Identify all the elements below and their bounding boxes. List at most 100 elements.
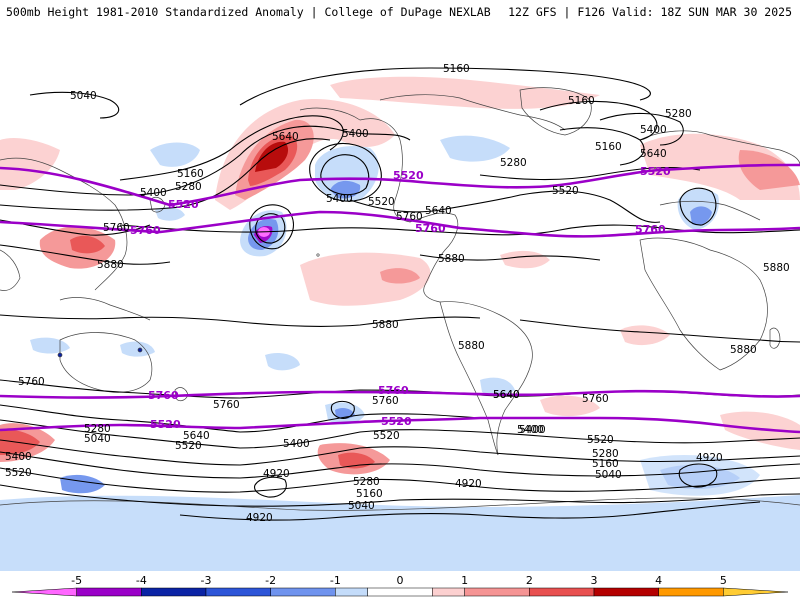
contour-5400-s — [0, 439, 800, 466]
contour-5520-np — [0, 138, 331, 211]
coastline-india — [0, 249, 21, 291]
coastline-island-1 — [57, 352, 63, 358]
anomaly-positive-africa — [620, 325, 670, 346]
anomaly-negative-south-7 — [120, 341, 155, 357]
clim-5520-north — [0, 163, 800, 207]
coastline-greenland — [519, 87, 592, 136]
contour-label: 5160 — [595, 141, 622, 153]
clim-label: 5520 — [393, 169, 424, 182]
contour-4920-s — [179, 501, 761, 521]
anomaly-negative-antarctic — [0, 495, 800, 571]
contour-label: 5760 — [372, 395, 399, 407]
contour-label: 5160 — [443, 63, 470, 75]
contour-label: 5280 — [353, 476, 380, 488]
contour-5280-s — [0, 451, 800, 479]
anomaly-positive-atlantic — [500, 250, 550, 269]
contour-5280-np — [119, 115, 344, 181]
anomaly-negative-ne-pacific — [315, 145, 379, 202]
contour-label: 5520 — [175, 440, 202, 452]
contour-label: 5760 — [103, 222, 130, 234]
colorbar-bin — [367, 587, 433, 597]
clim-label: 5760 — [148, 389, 179, 402]
contour-label: 5280 — [665, 108, 692, 120]
coastline-australia — [59, 332, 153, 393]
contour-label: 5640 — [272, 131, 299, 143]
clim-label: 5760 — [130, 224, 161, 237]
contour-5040 — [29, 91, 120, 119]
contour-label: 5160 — [177, 168, 204, 180]
contour-label: 5400 — [326, 193, 353, 205]
contour-label: 5520 — [5, 467, 32, 479]
colorbar-tick-label: -5 — [71, 574, 82, 587]
contour-5160-s — [0, 467, 800, 493]
contour-5880-atl — [419, 254, 601, 261]
coastline-south-america-west — [439, 301, 499, 456]
climatology-lines — [0, 163, 800, 434]
global-map: 5160 5040 5160 5280 5400 5640 5400 5160 … — [0, 24, 800, 571]
anomaly-negative-north-atlantic — [440, 135, 510, 162]
contour-label: 5400 — [640, 124, 667, 136]
colorbar-bin — [464, 587, 530, 597]
contour-low-europe — [679, 187, 717, 226]
contour-labels: 5160 5040 5160 5280 5400 5640 5400 5160 … — [5, 63, 790, 524]
colorbar-bin — [529, 587, 595, 597]
contour-label: 4920 — [455, 478, 482, 490]
contour-label: 5880 — [438, 253, 465, 265]
contour-label: 5880 — [458, 340, 485, 352]
contour-5160-atl — [539, 100, 658, 141]
anomaly-negative-west-pacific-2 — [155, 207, 185, 221]
anomaly-positive-west-edge — [0, 138, 60, 190]
clim-label: 5760 — [415, 222, 446, 235]
colorbar-bin — [141, 587, 207, 597]
contour-label: 5520 — [587, 434, 614, 446]
contour-label: 5400 — [283, 438, 310, 450]
colorbar-svg: -5 -4 -3 -2 -1 0 1 2 3 4 5 — [11, 574, 789, 597]
colorbar-bin — [11, 587, 77, 597]
contour-5640-na — [349, 190, 661, 223]
colorbar-tick-label: 0 — [397, 574, 404, 587]
contour-label: 5880 — [372, 319, 399, 331]
anomaly-positive-asia-core — [70, 235, 105, 254]
colorbar-tick-label: -2 — [265, 574, 276, 587]
contour-low-ne-pacific — [309, 143, 382, 202]
contour-label: 5760 — [582, 393, 609, 405]
colorbar-tick-label: -3 — [201, 574, 212, 587]
contour-label: 5520 — [368, 196, 395, 208]
anomaly-positive-arctic — [330, 76, 600, 109]
coastline-mediterranean — [659, 200, 761, 221]
colorbar-tick-label: 1 — [461, 574, 468, 587]
clim-label: 5520 — [640, 165, 671, 178]
contour-5400-atl — [559, 127, 645, 166]
contour-label: 5160 — [356, 488, 383, 500]
colorbar: -5 -4 -3 -2 -1 0 1 2 3 4 5 — [0, 572, 800, 600]
colorbar-tick-label: 3 — [591, 574, 598, 587]
colorbar-tick-label: 5 — [720, 574, 727, 587]
clim-label: 5520 — [168, 198, 199, 211]
contour-label: 5040 — [70, 90, 97, 102]
anomaly-positive-europe-core — [738, 150, 800, 190]
contour-label: 5040 — [84, 433, 111, 445]
anomaly-negative-west-pacific — [150, 142, 200, 167]
contour-low-sp — [254, 476, 287, 498]
clim-5760-north — [0, 210, 800, 238]
clim-label: 5760 — [378, 384, 409, 397]
contour-5040-s — [0, 484, 800, 507]
contour-label: 5880 — [730, 344, 757, 356]
contour-5880-n — [0, 244, 171, 265]
contour-5520-s — [0, 419, 800, 449]
height-contours — [0, 67, 800, 521]
contour-label: 5280 — [84, 423, 111, 435]
contour-label: 5280 — [500, 157, 527, 169]
contour-label: 5400 — [517, 424, 544, 436]
contour-label: 4920 — [263, 468, 290, 480]
colorbar-tick-label: -1 — [330, 574, 341, 587]
colorbar-ticks: -5 -4 -3 -2 -1 0 1 2 3 4 5 — [71, 574, 727, 587]
contour-label: 5640 — [183, 430, 210, 442]
contour-low-pacific-2 — [255, 213, 286, 244]
anomaly-positive-tropical — [300, 252, 431, 306]
anomaly-positive-south-3 — [720, 411, 800, 450]
contour-label: 5640 — [493, 389, 520, 401]
contour-label: 5760 — [18, 376, 45, 388]
clim-label: 5760 — [635, 223, 666, 236]
contour-label: 5040 — [595, 469, 622, 481]
